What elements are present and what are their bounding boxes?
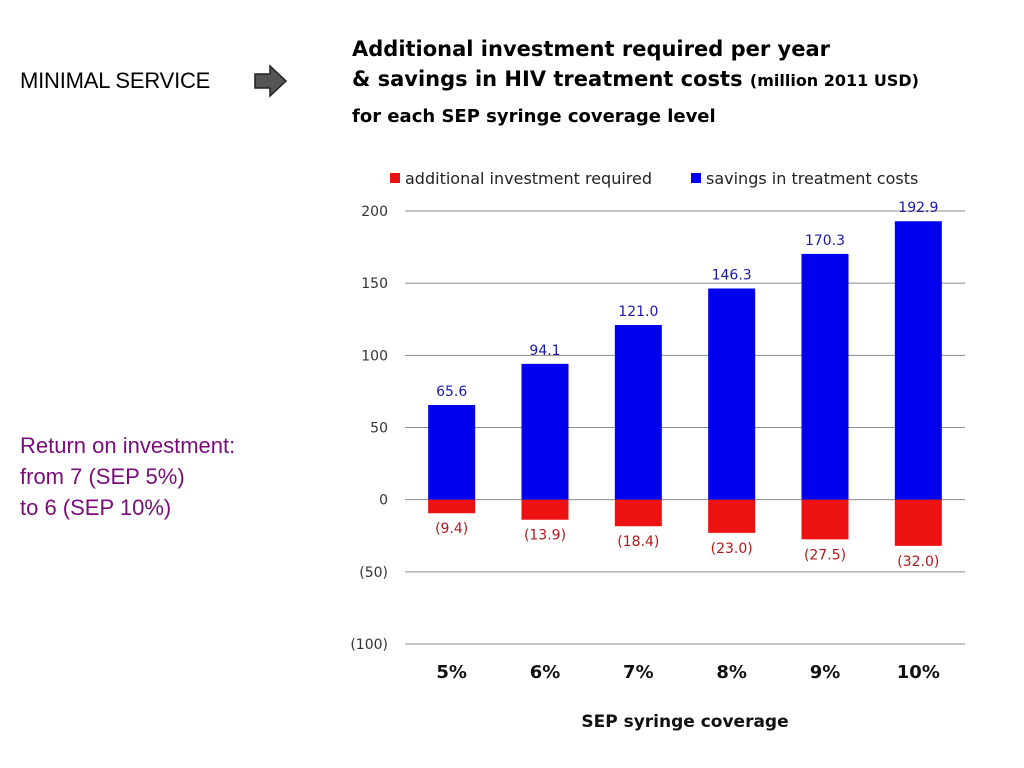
data-labels: 65.6 (9.4) 94.1 (13.9) 121.0 (18.4) 146.3 (23.0…: [435, 200, 939, 570]
data-label-investment: (32.0): [897, 554, 939, 570]
x-tick-label: 6%: [530, 662, 561, 683]
chart-bars: [428, 221, 942, 546]
data-label-investment: (27.5): [804, 547, 846, 563]
title-unit: (million 2011 USD): [749, 71, 919, 90]
legend-swatch: [691, 173, 701, 183]
bar-chart: additional investment required savings in…: [350, 169, 965, 732]
y-tick-label: 100: [361, 348, 388, 364]
data-label-savings: 121.0: [618, 304, 658, 320]
chart-title: Additional investment required per year …: [352, 34, 919, 132]
bar-savings: [614, 325, 662, 500]
roi-line-3: to 6 (SEP 10%): [20, 495, 172, 520]
data-label-savings: 192.9: [898, 200, 938, 216]
roi-note: Return on investment: from 7 (SEP 5%) to…: [20, 430, 235, 523]
bar-investment: [708, 499, 756, 533]
data-label-savings: 146.3: [712, 268, 752, 284]
section-label: MINIMAL SERVICE: [20, 68, 211, 93]
bar-savings: [521, 363, 569, 500]
chart-legend: additional investment required savings in…: [390, 169, 918, 188]
roi-line-1: Return on investment:: [20, 433, 236, 458]
x-tick-label: 5%: [436, 662, 467, 683]
bar-investment: [428, 499, 476, 514]
data-label-savings: 65.6: [436, 384, 467, 400]
chart-grid: [405, 210, 965, 645]
bar-investment: [894, 499, 942, 546]
right-arrow-icon: [254, 64, 288, 98]
y-tick-label: 200: [361, 204, 388, 220]
bar-investment: [521, 499, 569, 520]
x-axis: 5% 6% 7% 8% 9% 10%: [436, 662, 939, 683]
x-tick-label: 10%: [897, 662, 940, 683]
x-tick-label: 7%: [623, 662, 654, 683]
legend-swatch: [390, 173, 400, 183]
x-axis-label: SEP syringe coverage: [581, 712, 788, 732]
y-tick-label: 150: [361, 276, 388, 292]
roi-line-2: from 7 (SEP 5%): [20, 464, 185, 489]
title-line-2: & savings in HIV treatment costs (millio…: [352, 64, 919, 96]
data-label-savings: 94.1: [529, 343, 560, 359]
y-tick-label: 0: [379, 493, 388, 509]
bar-savings: [428, 404, 476, 500]
y-axis: 200 150 100 50 0 (50) (100): [350, 204, 388, 653]
x-tick-label: 9%: [810, 662, 841, 683]
x-tick-label: 8%: [716, 662, 747, 683]
bar-investment: [801, 499, 849, 540]
title-line-3: for each SEP syringe coverage level: [352, 106, 716, 127]
bar-savings: [708, 288, 756, 500]
y-tick-label: 50: [370, 421, 388, 437]
data-label-investment: (9.4): [435, 521, 468, 537]
y-tick-label: (100): [350, 637, 388, 653]
title-line-2-main: & savings in HIV treatment costs: [352, 67, 743, 91]
data-label-savings: 170.3: [805, 233, 845, 249]
y-tick-label: (50): [359, 565, 388, 581]
data-label-investment: (23.0): [711, 541, 753, 557]
bar-savings: [801, 253, 849, 500]
legend-label: additional investment required: [405, 169, 652, 188]
legend-label: savings in treatment costs: [706, 169, 918, 188]
data-label-investment: (13.9): [524, 528, 566, 544]
bar-savings: [894, 221, 942, 500]
bar-investment: [614, 499, 662, 527]
data-label-investment: (18.4): [617, 534, 659, 550]
title-line-1: Additional investment required per year: [352, 37, 830, 61]
